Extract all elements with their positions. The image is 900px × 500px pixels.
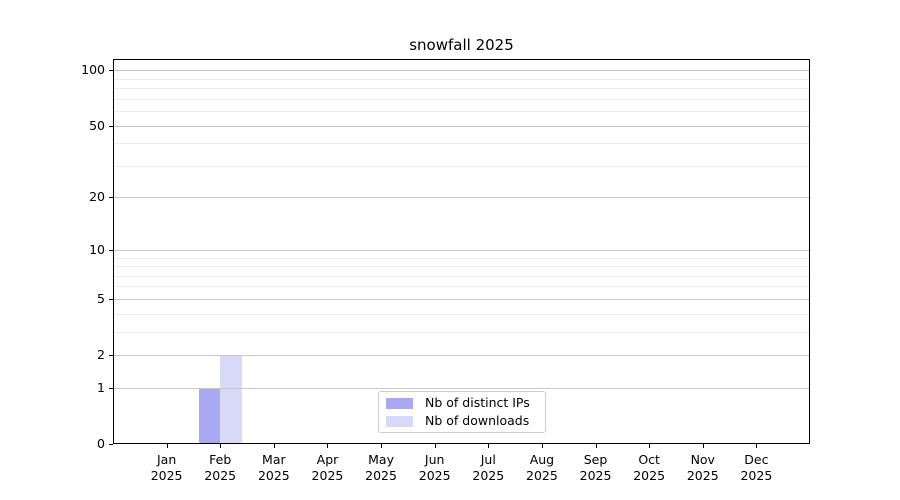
gridline-minor (114, 275, 809, 277)
y-tick-100 (109, 70, 113, 72)
x-tick-label-aug: Aug 2025 (526, 452, 558, 483)
gridline-major (114, 355, 809, 357)
plot-area (113, 59, 810, 444)
x-tick-label-sep: Sep 2025 (579, 452, 612, 483)
x-tick-label-dec: Dec 2025 (740, 452, 773, 483)
x-tick-label-jan: Jan 2025 (150, 452, 183, 483)
gridline-minor (114, 88, 809, 90)
y-tick-label-10: 10 (89, 241, 105, 257)
y-tick-label-2: 2 (97, 347, 105, 363)
x-tick-aug (541, 444, 543, 448)
gridline-minor (114, 266, 809, 268)
y-tick-label-100: 100 (81, 62, 105, 78)
legend-swatch-downloads (386, 415, 413, 427)
gridline-minor (114, 313, 809, 315)
x-tick-feb (220, 444, 222, 448)
x-tick-oct (649, 444, 651, 448)
x-tick-sep (595, 444, 597, 448)
y-tick-1 (109, 387, 113, 389)
legend-item-downloads: Nb of downloads (386, 414, 545, 428)
bar-nb-of-downloads-feb (220, 355, 242, 443)
y-tick-label-50: 50 (89, 117, 105, 133)
gridline-minor (114, 78, 809, 80)
gridline-major (114, 197, 809, 199)
gridline-major (114, 249, 809, 251)
x-tick-mar (273, 444, 275, 448)
gridline-minor (114, 257, 809, 259)
x-tick-may (381, 444, 383, 448)
x-tick-apr (327, 444, 329, 448)
y-tick-label-5: 5 (97, 290, 105, 306)
y-tick-10 (109, 249, 113, 251)
x-tick-jun (434, 444, 436, 448)
y-tick-label-20: 20 (89, 189, 105, 205)
gridline-major (114, 298, 809, 300)
legend-swatch-distinct-ips (386, 397, 413, 409)
legend: Nb of distinct IPs Nb of downloads (378, 391, 546, 433)
gridline-major (114, 70, 809, 72)
y-tick-5 (109, 298, 113, 300)
legend-label-downloads: Nb of downloads (425, 413, 530, 428)
x-tick-label-mar: Mar 2025 (257, 452, 290, 483)
x-tick-jan (166, 444, 168, 448)
x-tick-nov (702, 444, 704, 448)
x-tick-label-may: May 2025 (365, 452, 397, 483)
chart-title: snowfall 2025 (409, 36, 514, 54)
x-tick-label-oct: Oct 2025 (633, 452, 666, 483)
y-tick-label-0: 0 (97, 436, 105, 451)
y-tick-2 (109, 355, 113, 357)
x-tick-label-jun: Jun 2025 (418, 452, 451, 483)
gridline-minor (114, 98, 809, 100)
x-tick-label-feb: Feb 2025 (204, 452, 237, 483)
y-tick-20 (109, 197, 113, 199)
gridline-major (114, 125, 809, 127)
bar-nb-of-distinct-ips-feb (198, 387, 221, 443)
gridline-major (114, 387, 809, 389)
x-tick-label-apr: Apr 2025 (311, 452, 344, 483)
y-tick-label-1: 1 (97, 379, 105, 395)
gridline-minor (114, 286, 809, 288)
gridline-minor (114, 165, 809, 167)
legend-item-distinct-ips: Nb of distinct IPs (386, 396, 545, 410)
gridline-minor (114, 331, 809, 333)
x-tick-label-jul: Jul 2025 (472, 452, 505, 483)
x-tick-dec (756, 444, 758, 448)
y-tick-0 (109, 444, 113, 445)
gridline-minor (114, 111, 809, 113)
x-tick-jul (488, 444, 490, 448)
x-tick-label-nov: Nov 2025 (686, 452, 719, 483)
gridline-minor (114, 143, 809, 145)
legend-label-distinct-ips: Nb of distinct IPs (425, 395, 530, 410)
y-tick-50 (109, 125, 113, 127)
